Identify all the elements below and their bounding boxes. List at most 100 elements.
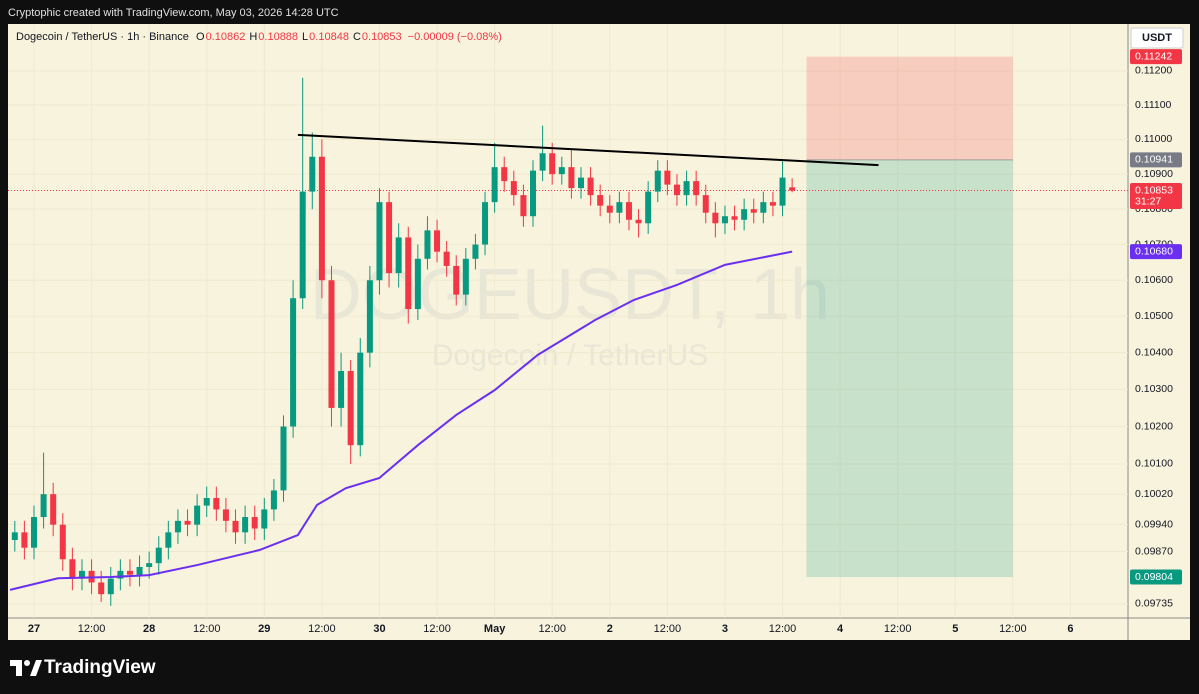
- watermark-subtitle: Dogecoin / TetherUS: [432, 339, 708, 372]
- candle-body: [693, 181, 700, 196]
- x-tick-label: 28: [143, 623, 155, 635]
- candle-body: [712, 212, 719, 224]
- symbol-title: Dogecoin / TetherUS · 1h · Binance: [16, 31, 189, 43]
- candle-body: [549, 153, 556, 175]
- candle-body: [443, 251, 450, 266]
- x-tick-label: 29: [258, 623, 270, 635]
- candle-body: [21, 532, 28, 548]
- price-tag: [1130, 569, 1182, 585]
- y-tick-label: 0.10500: [1135, 310, 1173, 322]
- x-tick-label: 2: [607, 623, 613, 635]
- candle-body: [309, 156, 316, 192]
- currency[interactable]: USDT: [1142, 32, 1172, 44]
- chart-panel: [8, 24, 1190, 640]
- price-tag-countdown: 31:27: [1135, 195, 1161, 207]
- candle-body: [280, 426, 287, 491]
- x-tick-label: 12:00: [308, 623, 336, 635]
- candle-body: [50, 494, 57, 525]
- y-tick-label: 0.10300: [1135, 383, 1173, 395]
- legend-value: 0.10862: [206, 31, 246, 43]
- axis-layer: 0.112000.111000.110000.109000.108000.107…: [28, 49, 1182, 635]
- candle-body: [453, 265, 460, 295]
- x-tick-label: 6: [1067, 623, 1073, 635]
- candle-body: [635, 219, 642, 224]
- currency-box[interactable]: [1130, 27, 1184, 49]
- candle-body: [59, 524, 66, 560]
- legend-value: 0.10848: [309, 31, 349, 43]
- legend-key: H: [249, 31, 257, 43]
- candle-body: [760, 202, 767, 213]
- y-tick-label: 0.10100: [1135, 458, 1173, 470]
- x-tick-label: 27: [28, 623, 40, 635]
- x-tick-label: 12:00: [769, 623, 797, 635]
- candle-body: [136, 566, 143, 575]
- candle-body: [789, 187, 796, 191]
- plot-layer: [9, 77, 879, 606]
- candle-body: [318, 156, 325, 281]
- x-tick-label: 12:00: [538, 623, 566, 635]
- candle-body: [270, 490, 277, 510]
- price-tag-label: 0.09804: [1135, 571, 1173, 583]
- trendline: [297, 133, 879, 167]
- candle-body: [376, 202, 383, 281]
- candle-body: [424, 230, 431, 259]
- candle-body: [386, 202, 393, 274]
- x-tick-label: 3: [722, 623, 728, 635]
- x-tick-label: 12:00: [193, 623, 221, 635]
- candle-body: [78, 570, 85, 579]
- candle-body: [472, 244, 479, 259]
- candle-body: [606, 205, 613, 213]
- y-tick-label: 0.09940: [1135, 518, 1173, 530]
- legend-change: −0.00009 (−0.08%): [408, 31, 502, 43]
- price-tag: [1130, 152, 1182, 168]
- candle-body: [558, 167, 565, 175]
- candle-body: [625, 202, 632, 220]
- candle-body: [702, 195, 709, 213]
- candle-body: [98, 582, 105, 595]
- candle-body: [299, 191, 306, 299]
- x-tick-label: 12:00: [999, 623, 1027, 635]
- candle-body: [242, 517, 249, 533]
- x-tick-label: 12:00: [423, 623, 451, 635]
- price-tag: [1130, 183, 1182, 210]
- candle-body: [673, 184, 680, 196]
- logo-icon: [10, 660, 42, 676]
- candle-body: [616, 202, 623, 213]
- candle-body: [587, 177, 594, 196]
- moving-average: [9, 250, 793, 591]
- credit: Cryptophic created with TradingView.com,…: [8, 7, 339, 19]
- candle-body: [683, 181, 690, 196]
- logo: TradingView: [44, 657, 156, 678]
- candle-body: [328, 280, 335, 408]
- y-tick-label: 0.11000: [1135, 133, 1172, 145]
- legend-key: O: [196, 31, 205, 43]
- candle-body: [597, 195, 604, 206]
- candle-body: [501, 167, 508, 182]
- candle-body: [510, 181, 517, 196]
- y-tick-label: 0.10020: [1135, 488, 1173, 500]
- candle-body: [126, 570, 133, 575]
- y-tick-label: 0.10900: [1135, 168, 1173, 180]
- x-tick-label: 4: [837, 623, 844, 635]
- candle-body: [539, 153, 546, 171]
- price-tag: [1130, 244, 1182, 260]
- ohlc-legend: O 0.10862 H 0.10888 L 0.10848 C 0.10853 −0.00009…: [196, 31, 502, 43]
- y-tick-label: 0.11100: [1135, 99, 1172, 111]
- candle-body: [184, 520, 191, 525]
- stop-zone: [806, 56, 1013, 160]
- candle-body: [750, 209, 757, 213]
- candle-body: [731, 216, 738, 220]
- candle-body: [769, 202, 776, 206]
- candle-body: [40, 494, 47, 518]
- candle-body: [290, 298, 297, 427]
- x-tick-label: 30: [373, 623, 385, 635]
- candle-body: [741, 209, 748, 220]
- candle-body: [155, 547, 162, 564]
- candle-body: [232, 520, 239, 533]
- candle-body: [213, 497, 220, 510]
- candle-body: [30, 517, 37, 548]
- y-tick-label: 0.10400: [1135, 346, 1173, 358]
- y-tick-label: 0.09735: [1135, 598, 1173, 610]
- candle-body: [664, 170, 671, 185]
- candle-body: [577, 177, 584, 189]
